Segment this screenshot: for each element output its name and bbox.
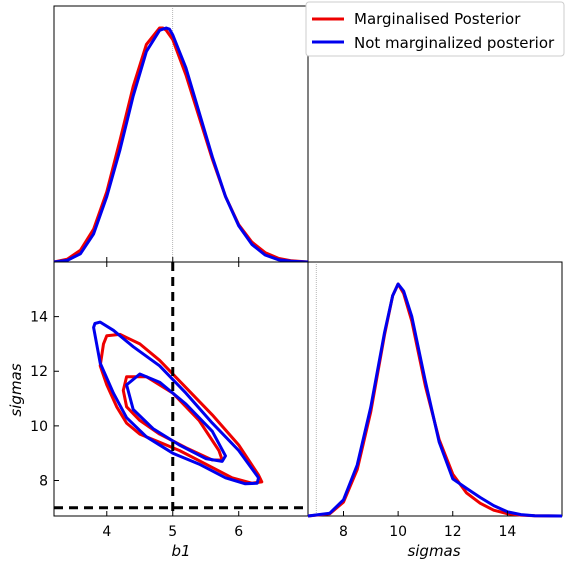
legend: Marginalised Posterior Not marginalized … (305, 1, 565, 57)
b1-marginal-curve-0 (53, 26, 309, 264)
joint-panel: 4 5 6 8 10 12 14 b1 sigmas (7, 261, 309, 560)
x-axis-label-sigmas: sigmas (407, 542, 460, 560)
legend-label-not-marginalized: Not marginalized posterior (354, 34, 555, 52)
b1-marginal-frame (53, 5, 309, 263)
joint-y-tick-label: 8 (39, 473, 48, 489)
joint-contour-2 (92, 320, 260, 486)
joint-x-tick-label: 5 (168, 524, 177, 540)
y-axis-label-sigmas: sigmas (7, 363, 25, 416)
sigmas-x-tick-label: 8 (339, 524, 348, 540)
sigmas-x-tick-label: 10 (389, 524, 407, 540)
joint-x-tick-label: 4 (102, 524, 111, 540)
sigmas-x-tick-label: 14 (498, 524, 516, 540)
sigmas-marginal-frame (307, 261, 563, 517)
x-axis-label-b1: b1 (171, 542, 190, 560)
sigmas-x-tick-label: 12 (444, 524, 462, 540)
sigmas-marginal-curve-1 (307, 282, 563, 518)
joint-y-tick-label: 10 (30, 419, 48, 435)
b1-marginal-curve-1 (53, 26, 309, 264)
joint-y-tick-label: 14 (30, 310, 48, 326)
joint-x-tick-label: 6 (234, 524, 243, 540)
joint-y-tick-label: 12 (30, 364, 48, 380)
sigmas-marginal-panel: 8 10 12 14 sigmas (307, 261, 563, 560)
b1-marginal-panel (53, 5, 309, 264)
joint-contour-0 (98, 332, 264, 485)
legend-label-marginalised: Marginalised Posterior (354, 10, 521, 28)
legend-box (305, 1, 565, 57)
joint-contour-3 (125, 372, 227, 463)
